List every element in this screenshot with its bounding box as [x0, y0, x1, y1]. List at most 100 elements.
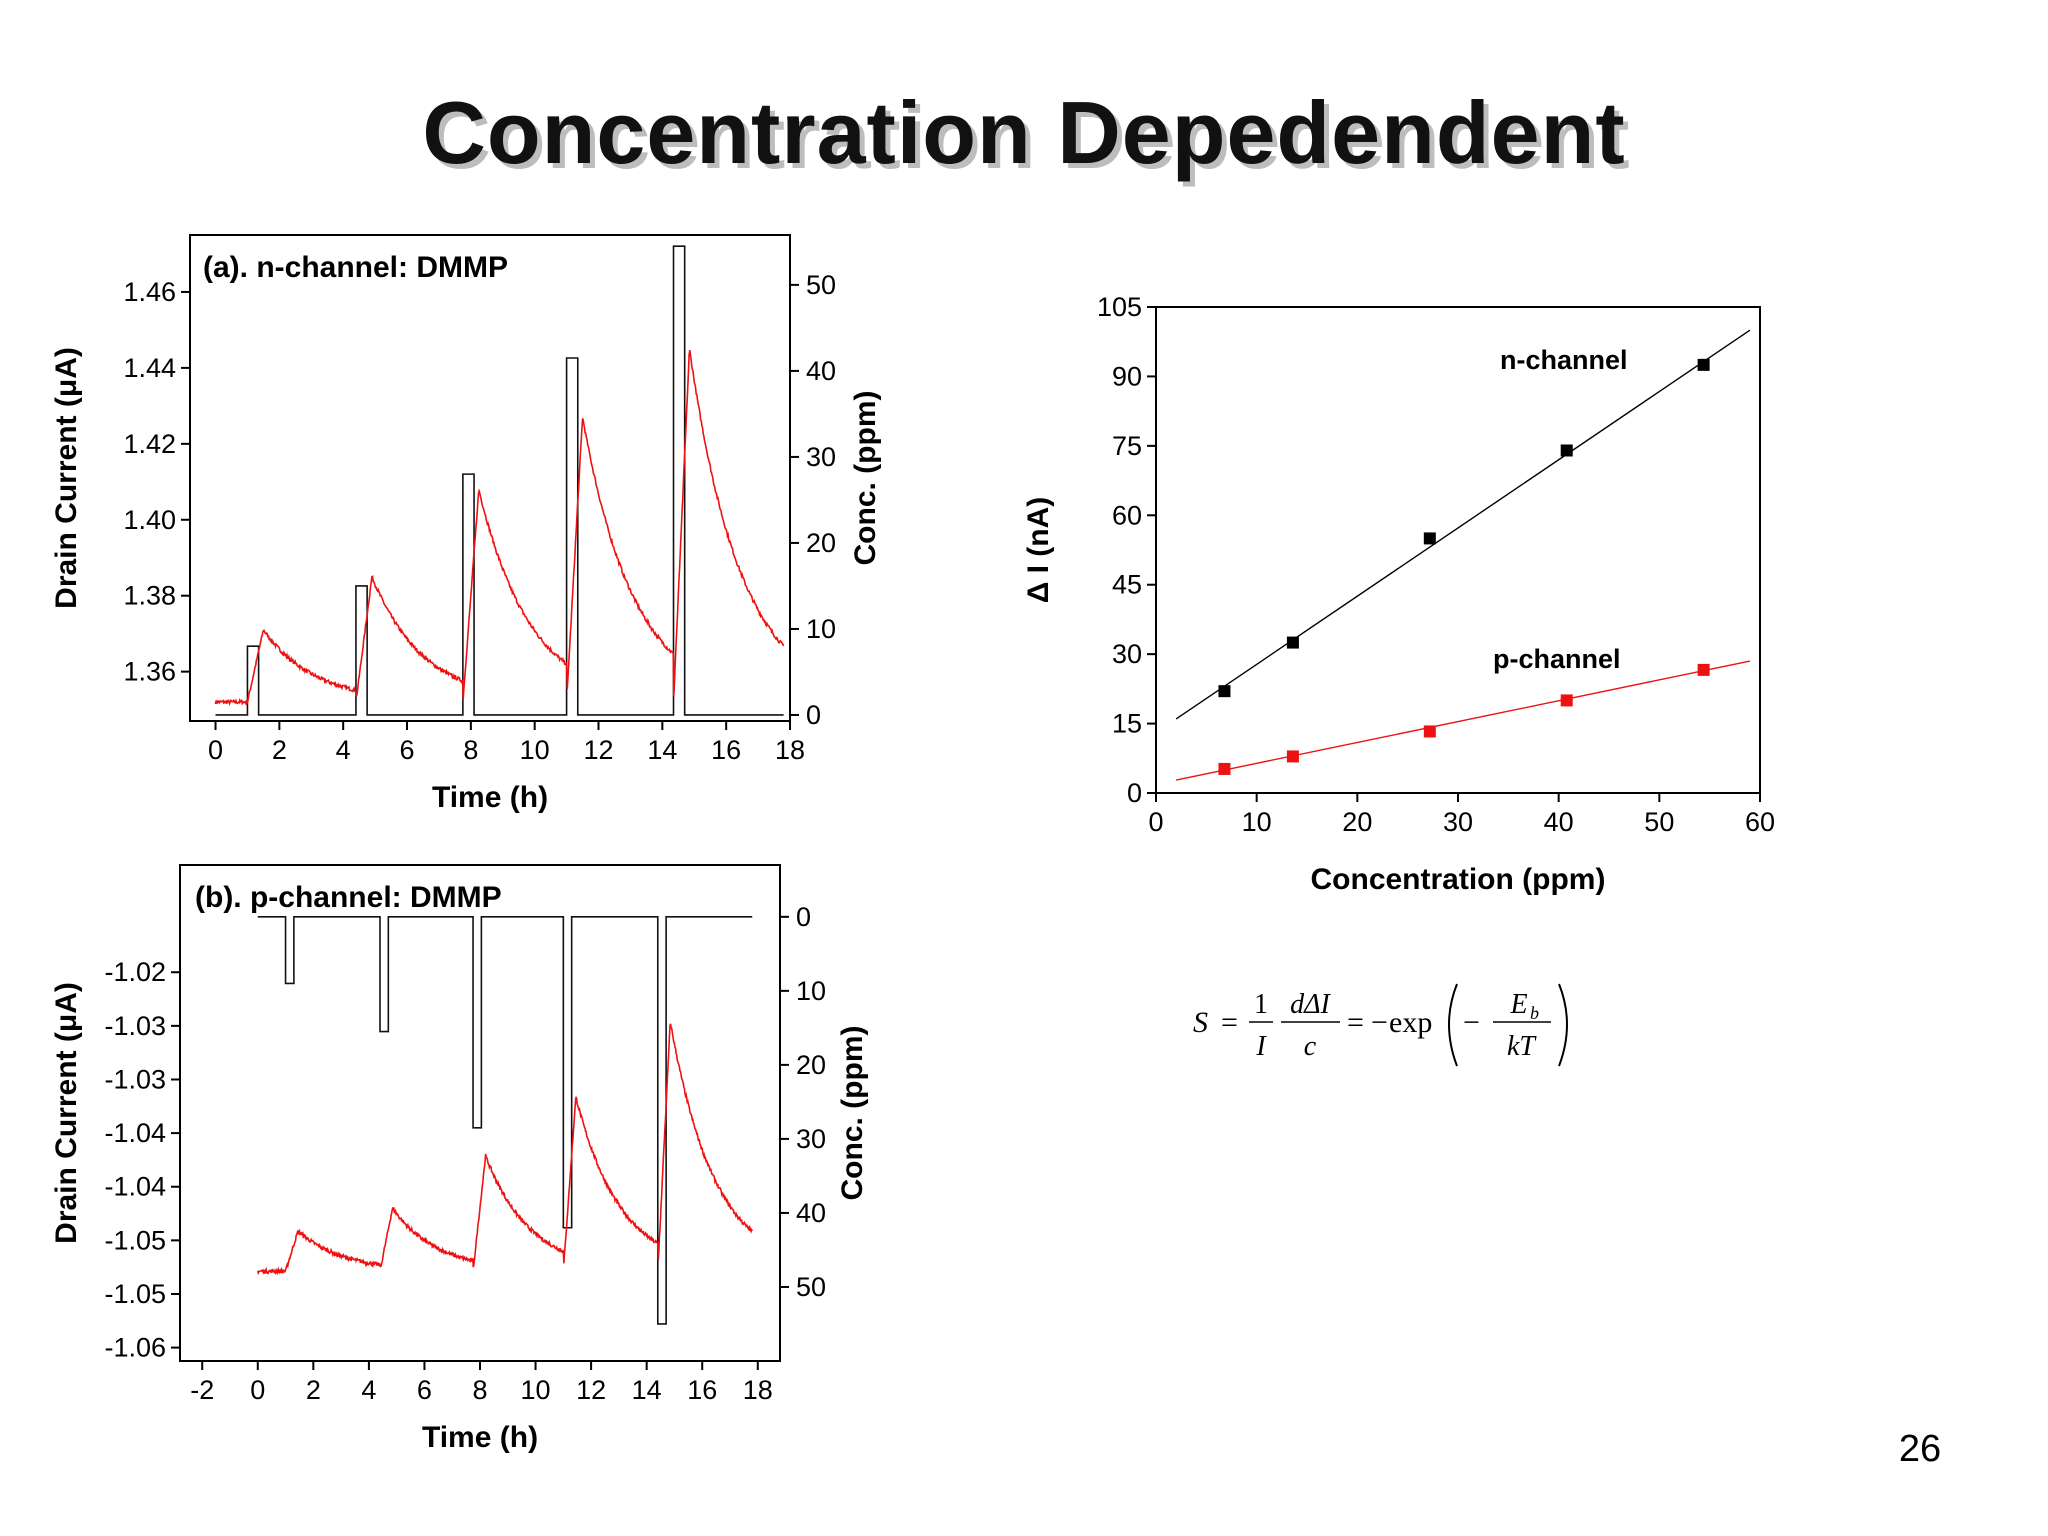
current-series-line	[214, 349, 785, 707]
eq-frac1-den: I	[1255, 1031, 1267, 1062]
y2-tick-label: 10	[796, 976, 826, 1006]
x-axis-label: Time (h)	[432, 781, 548, 814]
x-tick-label: 6	[400, 735, 415, 765]
x-tick-label: 10	[521, 1375, 551, 1405]
x-tick-label: -2	[190, 1375, 214, 1405]
page-number: 26	[1898, 1428, 1942, 1470]
x-axis-label: Time (h)	[422, 1421, 538, 1454]
y2-tick-label: 30	[806, 442, 836, 472]
eq-frac2-num: dΔI	[1290, 989, 1331, 1020]
chart-p-channel-time: -2 0 2 4 6 8 10 12 14 16 18 -1.06 -1.05 -1.05 -1.04 -1.…	[50, 864, 869, 1454]
conc-step-path	[257, 916, 753, 1325]
eq-equals-2: =	[1347, 1006, 1364, 1039]
x-tick-label: 4	[361, 1375, 376, 1405]
x-tick-label: 12	[576, 1375, 606, 1405]
y2-tick-label: 10	[806, 614, 836, 644]
eq-minus-2: −	[1463, 1006, 1480, 1039]
eq-frac2-den: c	[1304, 1031, 1317, 1062]
data-point-n-channel	[1423, 532, 1436, 545]
x-tick-label: 0	[250, 1375, 265, 1405]
current-trace	[257, 1023, 753, 1276]
x-tick-label: 20	[1342, 807, 1372, 837]
data-point-p-channel	[1423, 725, 1436, 738]
y-tick-label: 1.46	[123, 277, 176, 307]
y-tick-label: -1.05	[104, 1279, 166, 1309]
y-axis-label: Drain Current (μA)	[50, 347, 83, 609]
y-tick-label: 1.36	[123, 657, 176, 687]
y-tick-label: -1.05	[104, 1225, 166, 1255]
conc-step-path	[215, 245, 784, 716]
eq-frac3-num: E	[1509, 989, 1527, 1020]
x-tick-label: 60	[1745, 807, 1775, 837]
sensitivity-equation: S = 1 I dΔI c = − exp − E b kT	[1193, 983, 1568, 1067]
x-tick-label: 2	[306, 1375, 321, 1405]
x-tick-label: 12	[583, 735, 613, 765]
data-point-p-channel	[1697, 663, 1710, 676]
y-tick-label: 60	[1112, 500, 1142, 530]
y2-tick-label: 40	[806, 356, 836, 386]
eq-frac1-num: 1	[1254, 989, 1268, 1020]
data-point-p-channel	[1560, 694, 1573, 707]
x-tick-label: 14	[632, 1375, 662, 1405]
current-trace	[214, 349, 785, 707]
y-tick-label: 1.40	[123, 505, 176, 535]
y2-tick-label: 40	[796, 1198, 826, 1228]
y2-tick-label: 0	[806, 700, 821, 730]
eq-equals-1: =	[1221, 1006, 1238, 1039]
y2-tick-label: 30	[796, 1124, 826, 1154]
y-tick-label: 75	[1112, 431, 1142, 461]
y-tick-label: 1.44	[123, 353, 176, 383]
y-tick-label: 45	[1112, 570, 1142, 600]
y2-tick-label: 0	[796, 902, 811, 932]
y-axis-label: Drain Current (μA)	[50, 982, 83, 1244]
y-tick-label: -1.06	[104, 1333, 166, 1363]
eq-lhs: S	[1193, 1006, 1208, 1039]
x-tick-label: 40	[1544, 807, 1574, 837]
x-tick-label: 0	[208, 735, 223, 765]
series-label-n-channel: n-channel	[1500, 345, 1628, 375]
y2-axis-label: Conc. (ppm)	[836, 1026, 869, 1201]
current-series-line	[257, 1023, 753, 1276]
x-tick-label: 0	[1148, 807, 1163, 837]
conc-series-line	[257, 916, 753, 1325]
y-tick-label: 1.42	[123, 429, 176, 459]
data-point-n-channel	[1218, 685, 1231, 698]
plot-frame	[1155, 306, 1761, 794]
data-point-n-channel	[1286, 636, 1299, 649]
y-tick-label: -1.04	[104, 1172, 166, 1202]
y2-tick-label: 50	[796, 1272, 826, 1302]
y-axis-label: Δ I (nA)	[1022, 497, 1055, 604]
y2-tick-label: 20	[806, 528, 836, 558]
y-tick-label: -1.02	[104, 957, 166, 987]
eq-paren-right	[1558, 983, 1568, 1067]
eq-paren-left	[1448, 983, 1458, 1067]
x-tick-label: 8	[472, 1375, 487, 1405]
eq-frac3-num-sub: b	[1530, 1003, 1539, 1023]
y2-axis-label: Conc. (ppm)	[849, 391, 882, 566]
fit-line-p-channel	[1175, 660, 1751, 781]
y-tick-label: 90	[1112, 361, 1142, 391]
y-tick-label: -1.03	[104, 1011, 166, 1041]
eq-exp: exp	[1389, 1006, 1432, 1039]
x-tick-label: 4	[336, 735, 351, 765]
y-tick-label: 1.38	[123, 581, 176, 611]
x-tick-label: 8	[463, 735, 478, 765]
x-tick-label: 2	[272, 735, 287, 765]
x-tick-label: 50	[1644, 807, 1674, 837]
y-tick-label: -1.04	[104, 1118, 166, 1148]
x-axis-label: Concentration (ppm)	[1311, 863, 1606, 896]
panel-label: (b). p-channel: DMMP	[195, 881, 502, 914]
x-tick-label: 10	[520, 735, 550, 765]
y-tick-label: 15	[1112, 709, 1142, 739]
series-label-p-channel: p-channel	[1493, 644, 1621, 674]
conc-series-line	[215, 245, 784, 716]
eq-minus: −	[1371, 1006, 1388, 1039]
y-tick-label: -1.03	[104, 1064, 166, 1094]
x-tick-label: 30	[1443, 807, 1473, 837]
chart-n-channel-time: 0 2 4 6 8 10 12 14 16 18 1.36 1.38 1.40 1.42 1.44 1.46 0…	[50, 234, 882, 814]
y-tick-label: 30	[1112, 639, 1142, 669]
y-tick-label: 0	[1127, 778, 1142, 808]
y2-tick-label: 50	[806, 270, 836, 300]
x-tick-label: 18	[743, 1375, 773, 1405]
